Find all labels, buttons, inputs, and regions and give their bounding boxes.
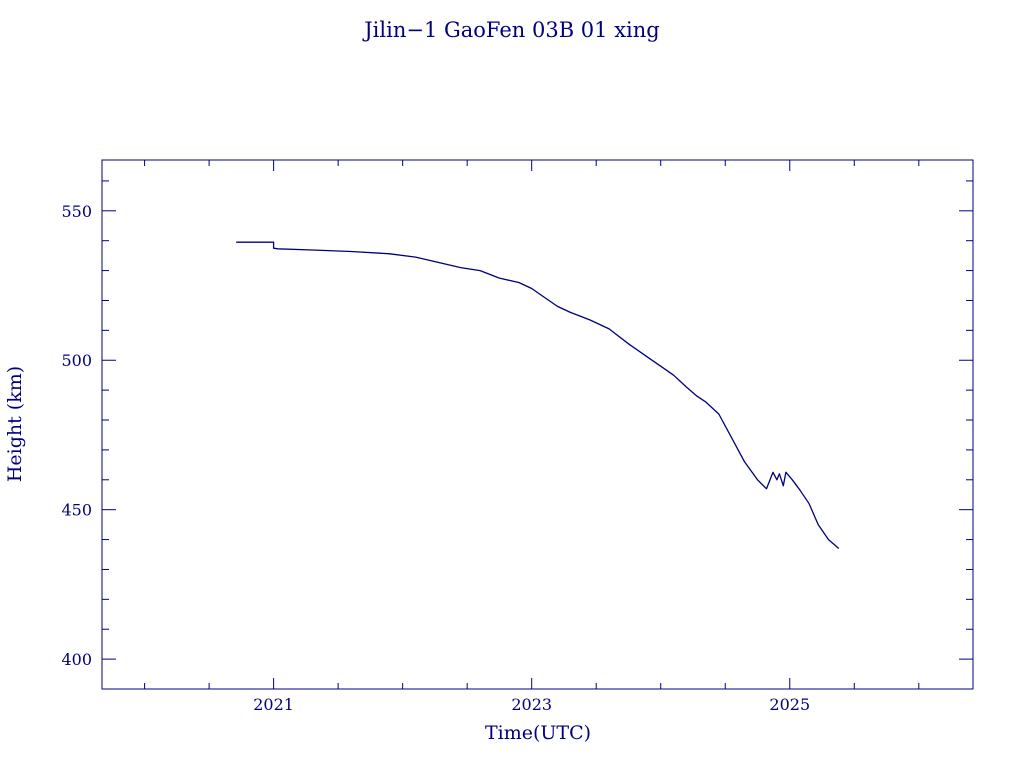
chart-title: Jilin−1 GaoFen 03B 01 xing <box>362 18 659 42</box>
series-line-height <box>236 241 840 549</box>
y-tick-label: 450 <box>61 501 92 520</box>
x-tick-label: 2021 <box>253 695 294 714</box>
plot-frame <box>101 159 974 690</box>
y-tick-label: 500 <box>61 351 92 370</box>
axis-ticks <box>102 160 973 690</box>
y-tick-label: 400 <box>61 650 92 669</box>
x-axis-label: Time(UTC) <box>485 722 591 744</box>
x-tick-label: 2025 <box>769 695 810 714</box>
tick-labels: 2021 2023 2025 400 450 500 550 <box>61 202 810 714</box>
x-tick-label: 2023 <box>511 695 552 714</box>
y-axis-label: Height (km) <box>4 366 26 482</box>
y-tick-label: 550 <box>61 202 92 221</box>
